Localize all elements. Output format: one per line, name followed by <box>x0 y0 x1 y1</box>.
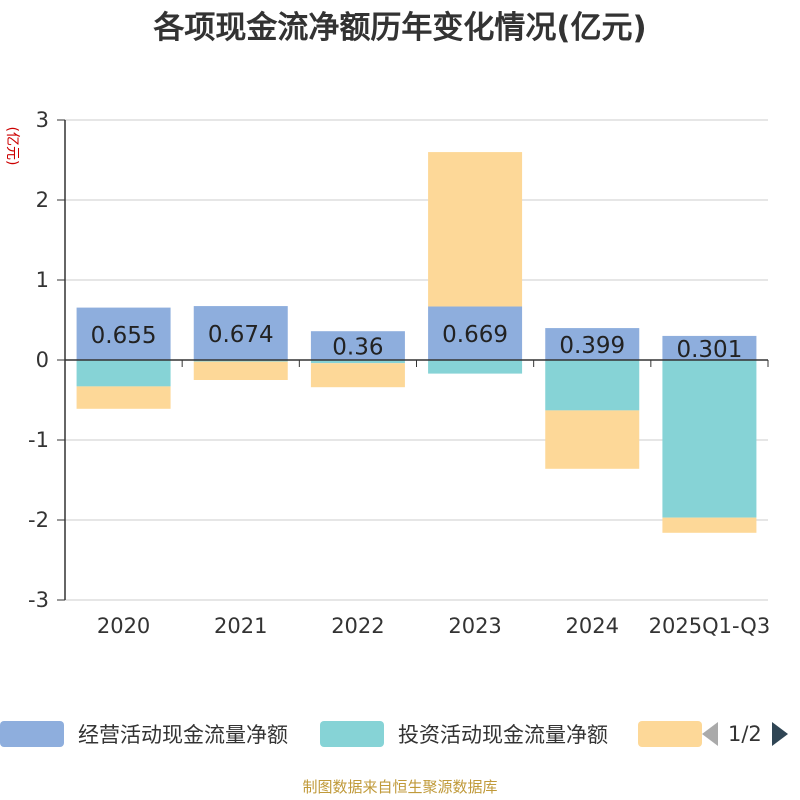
data-label: 0.36 <box>332 335 383 361</box>
bars <box>76 152 757 533</box>
legend-item-operating[interactable]: 经营活动现金流量净额 <box>0 714 288 754</box>
x-tick-label: 2021 <box>214 614 267 638</box>
gridlines <box>65 119 768 601</box>
legend-pager: 1/2 <box>700 714 790 754</box>
y-tick-label: 0 <box>36 348 49 372</box>
y-tick-label: -2 <box>28 508 49 532</box>
y-axis-label: (亿元) <box>4 127 20 166</box>
bar-segment <box>193 306 288 360</box>
bar-segment <box>662 360 757 518</box>
bar-segment <box>193 361 288 380</box>
x-tick-label: 2024 <box>566 614 619 638</box>
x-tick-label: 2023 <box>448 614 501 638</box>
y-tick-label: 2 <box>36 188 49 212</box>
y-tick-label: 3 <box>36 108 49 132</box>
bar-segment <box>76 360 171 387</box>
legend-label-investing: 投资活动现金流量净额 <box>398 723 608 747</box>
y-tick-label: 1 <box>36 268 49 292</box>
data-label: 0.674 <box>208 322 274 348</box>
legend-swatch-investing <box>320 721 384 747</box>
bar-segment <box>76 386 171 409</box>
data-label: 0.301 <box>676 337 742 363</box>
data-label: 0.669 <box>442 322 508 348</box>
bar-segment <box>428 152 523 307</box>
legend: 经营活动现金流量净额 投资活动现金流量净额 1/2 <box>0 714 800 754</box>
bar-segment <box>662 517 757 533</box>
chart-title: 各项现金流净额历年变化情况(亿元) <box>152 10 646 46</box>
data-label: 0.399 <box>559 333 625 359</box>
bar-segment <box>193 360 288 362</box>
bar-segment <box>310 360 405 364</box>
bar-segment <box>428 360 523 374</box>
x-tick-label: 2025Q1-Q3 <box>649 614 771 638</box>
data-labels: 0.655 0.674 0.36 0.669 0.399 0.301 <box>91 322 743 363</box>
x-tick-label: 2022 <box>331 614 384 638</box>
data-label: 0.655 <box>91 323 157 349</box>
triangle-left-icon[interactable] <box>700 720 720 748</box>
source-note: 制图数据来自恒生聚源数据库 <box>302 778 498 796</box>
bar-segment <box>545 328 640 360</box>
legend-item-investing[interactable]: 投资活动现金流量净额 <box>320 714 608 754</box>
axes: 3 2 1 0 -1 -2 -3 2020 2021 2022 2023 2024 2025Q1-Q3 <box>28 108 770 638</box>
bar-segment <box>545 360 640 411</box>
bar-segment <box>662 335 757 360</box>
legend-swatch-third <box>638 721 702 747</box>
legend-item-third[interactable] <box>638 714 716 754</box>
bar-segment <box>428 306 523 360</box>
bar-segment <box>310 363 405 388</box>
legend-swatch-operating <box>0 721 64 747</box>
bar-segment <box>545 410 640 469</box>
x-tick-label: 2020 <box>97 614 150 638</box>
legend-label-operating: 经营活动现金流量净额 <box>78 723 288 747</box>
triangle-right-icon[interactable] <box>770 720 790 748</box>
bar-segment <box>310 331 405 360</box>
bar-segment <box>76 307 171 360</box>
y-tick-label: -1 <box>28 428 49 452</box>
y-tick-label: -3 <box>28 588 49 612</box>
legend-page-indicator: 1/2 <box>728 722 762 746</box>
